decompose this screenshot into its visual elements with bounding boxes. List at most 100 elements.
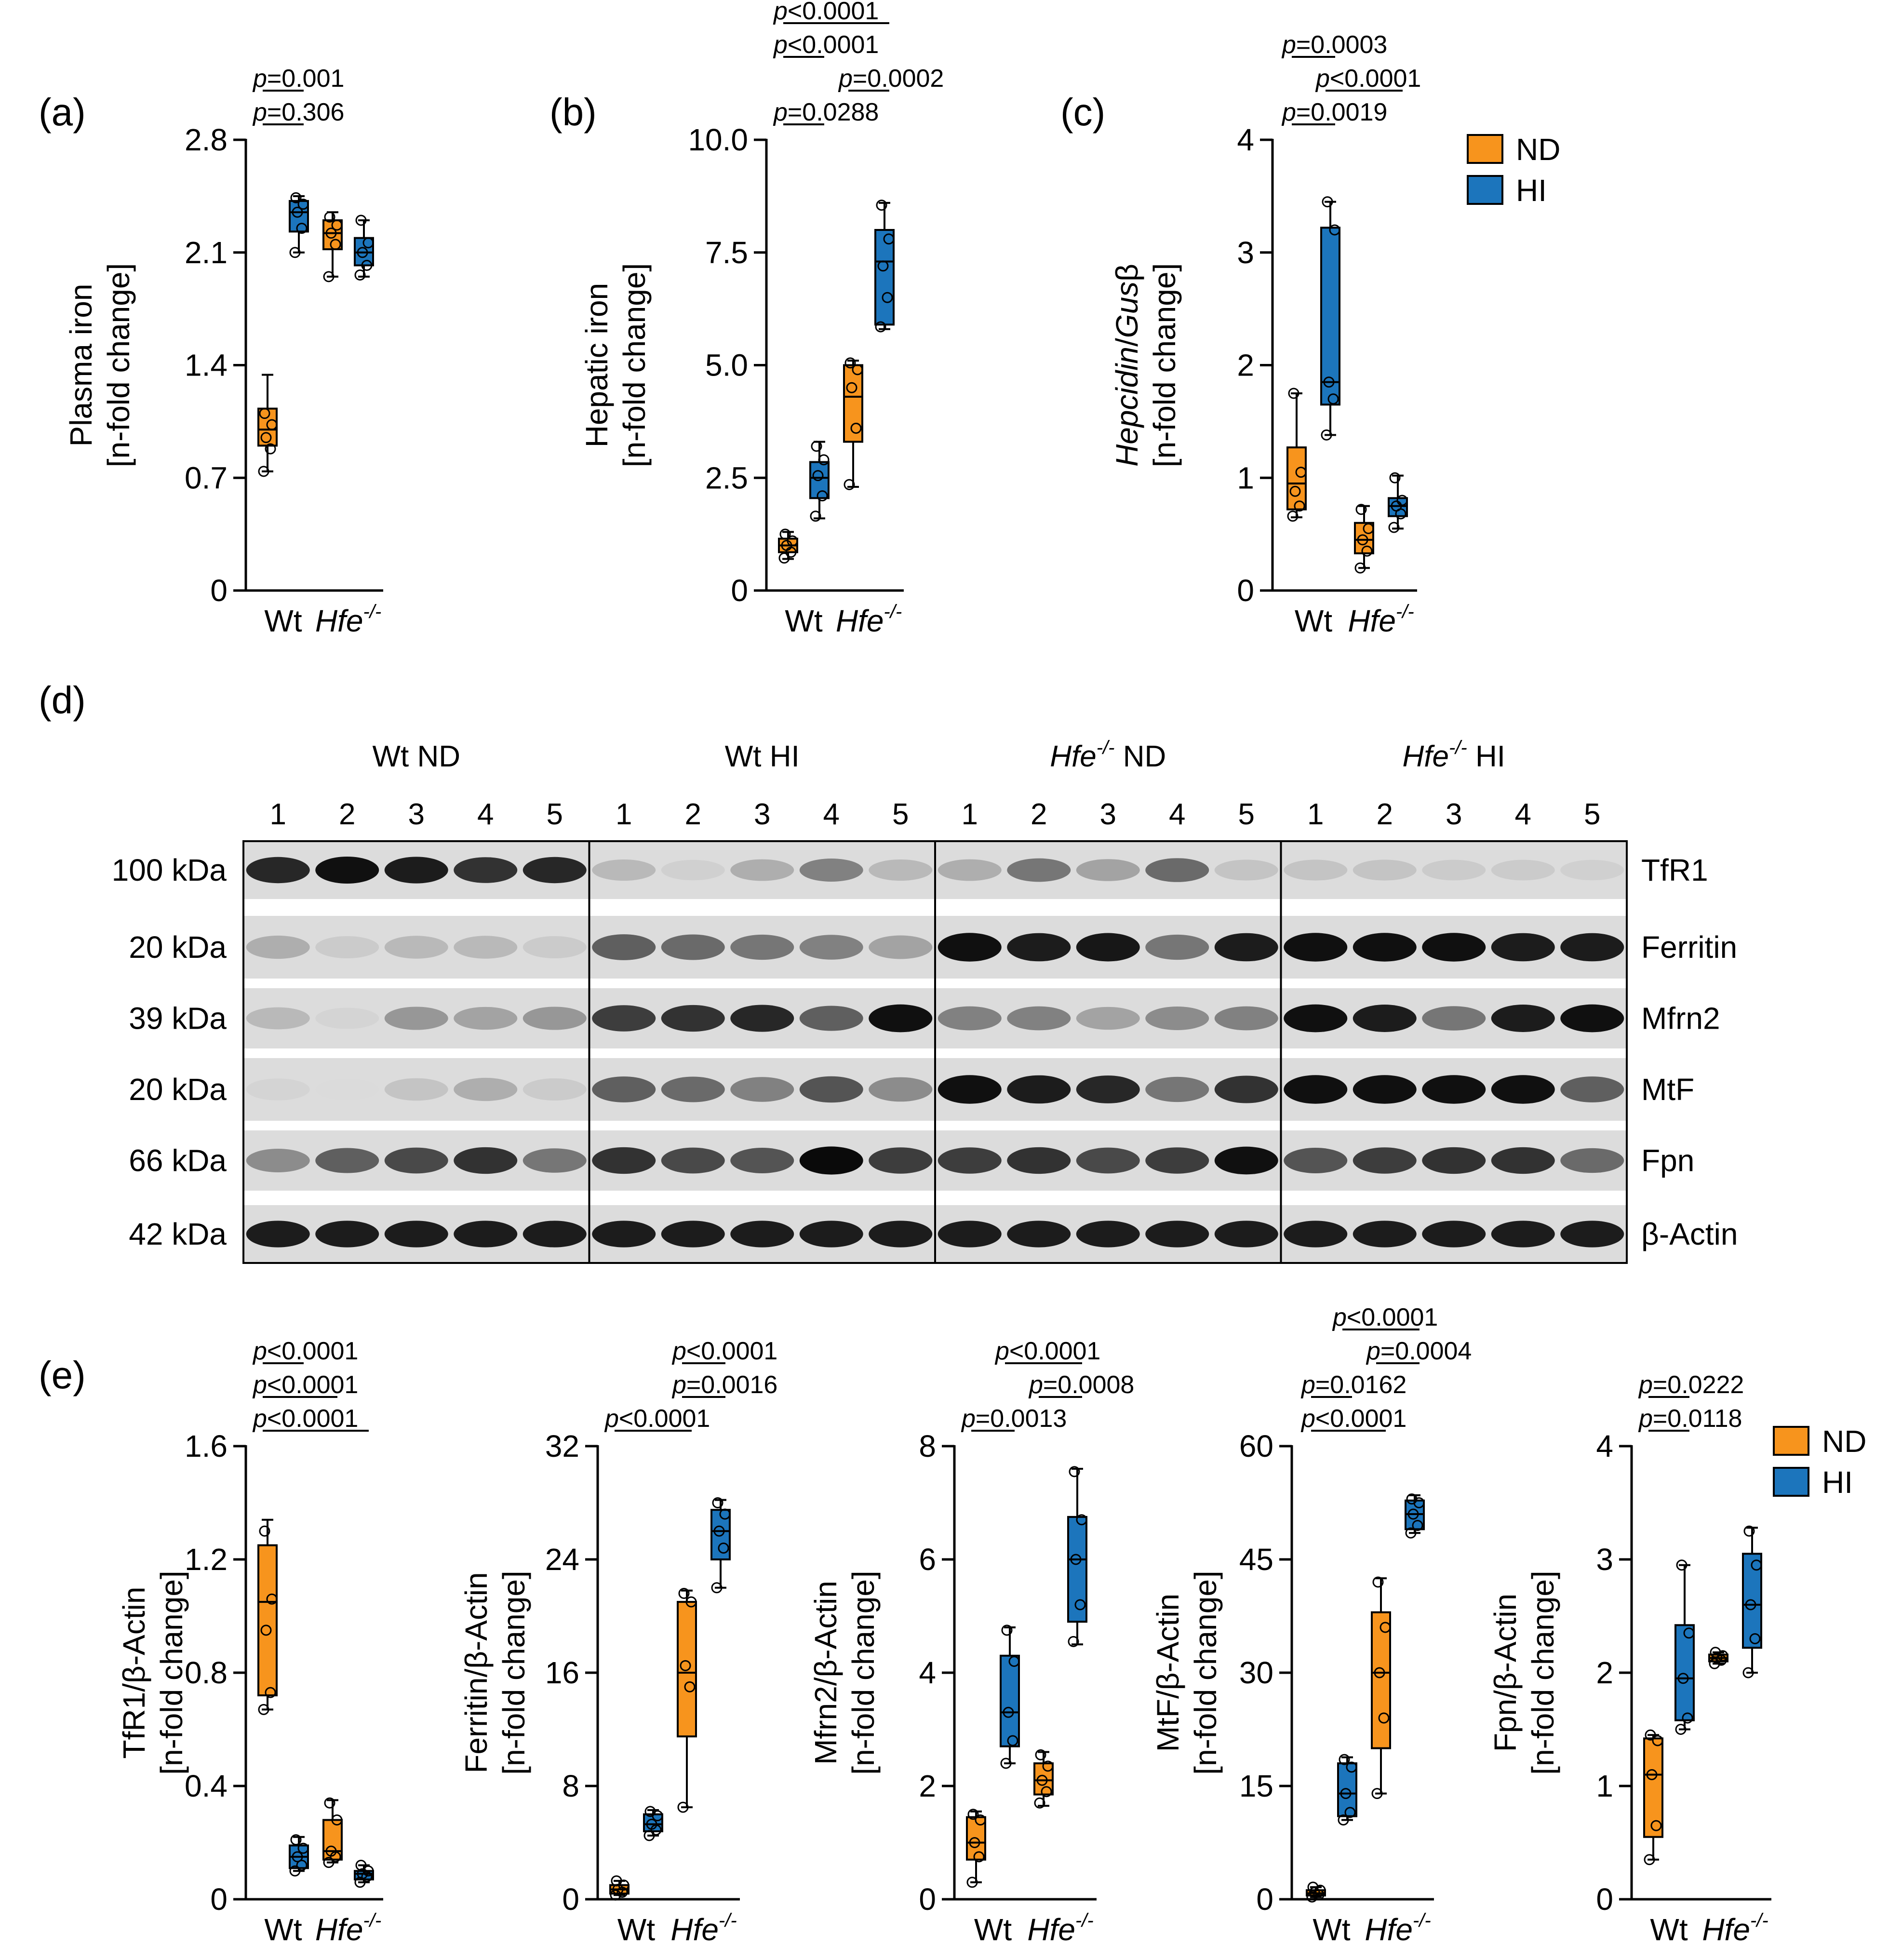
- x-group-italic: Hfe: [315, 1912, 363, 1947]
- p-italic: p: [1300, 1405, 1315, 1433]
- y-tick-label: 4: [919, 1655, 936, 1690]
- significance-annotation: p<0.0001: [773, 31, 879, 59]
- y-tick-label: 2.1: [185, 235, 228, 270]
- blot-band: [246, 935, 310, 959]
- significance-annotation: p<0.0001: [252, 1337, 358, 1365]
- data-point: [265, 443, 276, 455]
- data-point: [362, 1865, 374, 1877]
- p-rest: =0.0004: [1380, 1337, 1472, 1365]
- blot-band: [315, 1221, 379, 1248]
- significance-annotation: p<0.0001: [1332, 1303, 1438, 1331]
- y-axis-label-line: [n-fold change]: [846, 1571, 881, 1774]
- data-point: [818, 454, 830, 466]
- legend: ND HI: [1467, 132, 1560, 208]
- data-point: [1346, 1761, 1357, 1773]
- y-axis-label-line: TfR1/β-Actin: [117, 1587, 151, 1759]
- data-point: [1354, 562, 1366, 574]
- y-tick-label: 1.6: [185, 1429, 228, 1463]
- data-point: [680, 1660, 691, 1671]
- data-point: [1294, 500, 1305, 512]
- x-group-label: Wt: [264, 604, 302, 638]
- lane-number: 5: [1584, 798, 1600, 831]
- data-point: [1675, 1724, 1687, 1735]
- y-tick-label: 30: [1239, 1655, 1273, 1690]
- p-italic: p: [252, 1405, 267, 1433]
- box-Hfe-HI: [874, 200, 895, 333]
- blot-band: [1422, 1075, 1486, 1104]
- blot-band: [315, 1007, 379, 1029]
- blot-band: [1145, 1147, 1209, 1174]
- x-group-italic: Hfe: [670, 1912, 719, 1947]
- box-Hfe-HI: [710, 1497, 731, 1594]
- box-Wt-HI: [643, 1806, 663, 1841]
- data-point: [1412, 1520, 1423, 1531]
- blot-band: [384, 857, 448, 884]
- significance-annotation: p=0.0002: [838, 65, 944, 93]
- blot-band: [1491, 933, 1555, 962]
- data-point: [719, 1508, 731, 1520]
- y-axis-label: Fpn/β-Actin [n-fold change]: [1488, 1571, 1560, 1774]
- y-axis-label-line: [n-fold change]: [154, 1571, 189, 1774]
- data-point: [1309, 1887, 1320, 1898]
- blot-band: [522, 1007, 587, 1030]
- x-group-sup: -/-: [719, 1910, 737, 1931]
- blot-band: [1491, 1147, 1555, 1174]
- p-value-label: p=0.0222: [1638, 1371, 1744, 1399]
- data-point: [1391, 500, 1402, 512]
- data-point: [1711, 1652, 1723, 1664]
- legend: ND HI: [1773, 1424, 1866, 1500]
- y-tick-label: 32: [545, 1429, 579, 1463]
- box-Wt-ND: [778, 528, 798, 564]
- box-Hfe-ND: [1033, 1749, 1054, 1809]
- blot-band: [730, 859, 794, 881]
- blot-band: [1007, 1075, 1071, 1104]
- data-point: [331, 1814, 343, 1826]
- y-tick-label: 3: [1237, 235, 1254, 270]
- blot-row-TfR1: 100 kDa TfR1: [112, 841, 1708, 899]
- data-point: [611, 1875, 622, 1887]
- blot-group-suffix: HI: [1467, 740, 1505, 773]
- lane-number: 1: [616, 798, 632, 831]
- box-Wt-ND: [257, 374, 278, 477]
- data-point: [1322, 196, 1333, 208]
- blot-band: [938, 1006, 1002, 1031]
- blot-group-suffix: ND: [1114, 740, 1166, 773]
- blot-band: [799, 1076, 863, 1103]
- data-point: [969, 1837, 980, 1848]
- legend-swatch: [1467, 134, 1503, 164]
- data-point: [684, 1681, 696, 1692]
- legend-label: ND: [1516, 132, 1560, 167]
- lane-number: 5: [547, 798, 563, 831]
- y-tick-label: 0: [919, 1882, 936, 1917]
- blot-band: [938, 1075, 1002, 1104]
- blot-band: [592, 859, 656, 881]
- data-point: [1751, 1559, 1762, 1571]
- y-axis-label: Hepatic iron [n-fold change]: [579, 263, 652, 467]
- blot-band: [592, 934, 656, 960]
- x-group-label: Hfe-/-: [1702, 1910, 1768, 1947]
- data-point: [1406, 1493, 1418, 1505]
- y-axis-label-line: Plasma iron: [64, 284, 98, 447]
- data-point: [289, 247, 301, 258]
- blot-band: [592, 1005, 656, 1032]
- blot-band: [661, 1147, 725, 1174]
- data-point: [973, 1851, 985, 1863]
- box-Hfe-ND: [843, 357, 863, 490]
- blot-band: [1076, 933, 1140, 962]
- box-rect: [1286, 446, 1307, 510]
- data-point: [259, 408, 270, 419]
- y-label-italic: Gus: [1110, 282, 1144, 338]
- blot-band: [1422, 933, 1486, 962]
- y-axis-label: MtF/β-Actin [n-fold change]: [1151, 1571, 1223, 1774]
- box-Wt-ND: [1643, 1729, 1663, 1866]
- data-point: [817, 490, 828, 502]
- box-rect: [1067, 1516, 1087, 1623]
- y-axis-label-line: Hepatic iron: [579, 283, 614, 448]
- y-tick-label: 4: [1596, 1429, 1613, 1463]
- y-tick-label: 0.8: [185, 1655, 228, 1690]
- data-point: [1363, 523, 1374, 534]
- panel-label: (d): [39, 679, 86, 722]
- blot-band: [1214, 1146, 1278, 1175]
- data-point: [877, 260, 889, 272]
- data-point: [875, 321, 886, 333]
